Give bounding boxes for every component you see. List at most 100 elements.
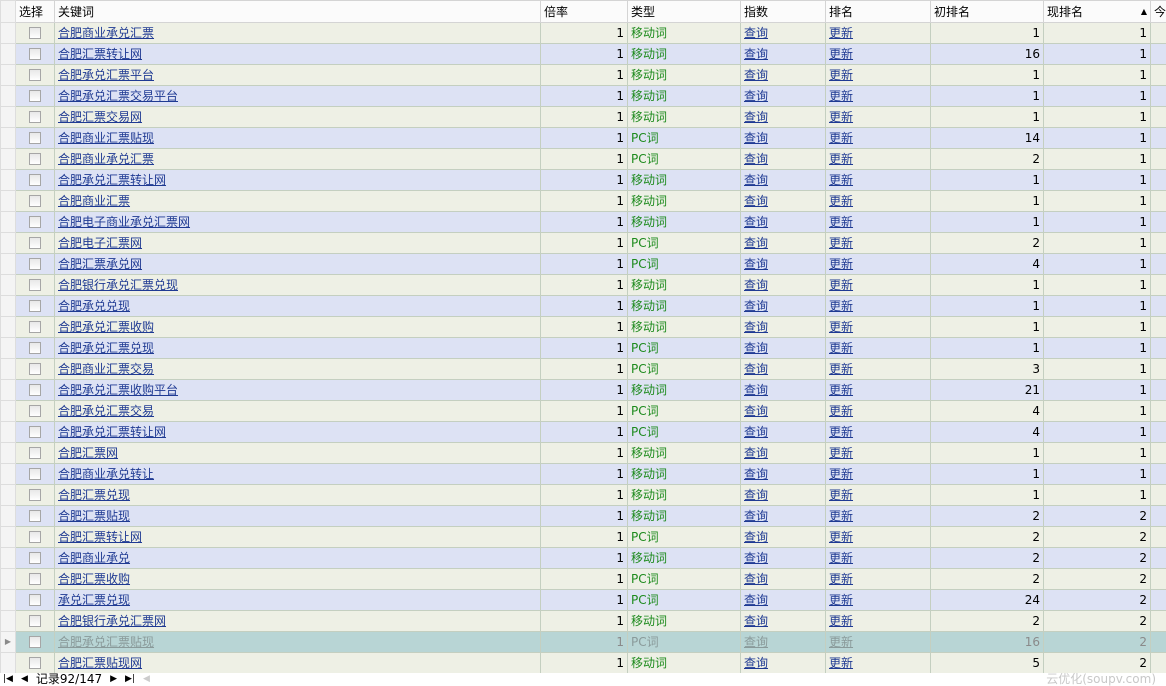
table-row[interactable]: 合肥银行承兑汇票网 1 移动词 查询 更新 2 2 [0, 610, 1166, 632]
query-link[interactable]: 查询 [744, 278, 769, 292]
update-link[interactable]: 更新 [829, 509, 854, 523]
query-link[interactable]: 查询 [744, 26, 769, 40]
keyword-link[interactable]: 合肥汇票贴现 [58, 509, 131, 523]
col-initial-rank[interactable]: 初排名 [930, 0, 1044, 23]
update-link[interactable]: 更新 [829, 131, 854, 145]
keyword-link[interactable]: 合肥汇票贴现网 [58, 656, 143, 670]
row-indicator[interactable] [0, 148, 16, 170]
row-checkbox[interactable] [29, 405, 41, 417]
query-link[interactable]: 查询 [744, 593, 769, 607]
row-checkbox[interactable] [29, 279, 41, 291]
query-link[interactable]: 查询 [744, 194, 769, 208]
row-checkbox[interactable] [29, 69, 41, 81]
keyword-link[interactable]: 合肥承兑兑现 [58, 299, 131, 313]
query-link[interactable]: 查询 [744, 131, 769, 145]
update-link[interactable]: 更新 [829, 362, 854, 376]
row-checkbox[interactable] [29, 489, 41, 501]
query-link[interactable]: 查询 [744, 488, 769, 502]
row-indicator[interactable] [0, 43, 16, 65]
keyword-link[interactable]: 合肥汇票转让网 [58, 47, 143, 61]
row-checkbox[interactable] [29, 384, 41, 396]
row-indicator[interactable] [0, 274, 16, 296]
keyword-link[interactable]: 合肥汇票网 [58, 446, 119, 460]
scroll-left-icon[interactable]: ◀ [143, 674, 150, 684]
update-link[interactable]: 更新 [829, 488, 854, 502]
update-link[interactable]: 更新 [829, 551, 854, 565]
update-link[interactable]: 更新 [829, 635, 854, 649]
table-row[interactable]: 合肥商业汇票交易 1 PC词 查询 更新 3 1 [0, 358, 1166, 380]
keyword-link[interactable]: 合肥汇票交易网 [58, 110, 143, 124]
table-row[interactable]: 合肥汇票转让网 1 PC词 查询 更新 2 2 [0, 526, 1166, 548]
query-link[interactable]: 查询 [744, 89, 769, 103]
update-link[interactable]: 更新 [829, 572, 854, 586]
keyword-link[interactable]: 合肥承兑汇票收购平台 [58, 383, 179, 397]
row-indicator[interactable] [0, 589, 16, 611]
col-current-rank[interactable]: 现排名 ▲ [1043, 0, 1151, 23]
query-link[interactable]: 查询 [744, 467, 769, 481]
update-link[interactable]: 更新 [829, 299, 854, 313]
update-link[interactable]: 更新 [829, 173, 854, 187]
col-type[interactable]: 类型 [627, 0, 741, 23]
update-link[interactable]: 更新 [829, 341, 854, 355]
query-link[interactable]: 查询 [744, 152, 769, 166]
update-link[interactable]: 更新 [829, 593, 854, 607]
row-checkbox[interactable] [29, 321, 41, 333]
table-row[interactable]: 合肥电子汇票网 1 PC词 查询 更新 2 1 [0, 232, 1166, 254]
row-indicator[interactable] [0, 442, 16, 464]
row-checkbox[interactable] [29, 531, 41, 543]
query-link[interactable]: 查询 [744, 383, 769, 397]
update-link[interactable]: 更新 [829, 215, 854, 229]
table-row[interactable]: 合肥承兑兑现 1 移动词 查询 更新 1 1 [0, 295, 1166, 317]
query-link[interactable]: 查询 [744, 215, 769, 229]
table-row[interactable]: 合肥商业承兑转让 1 移动词 查询 更新 1 1 [0, 463, 1166, 485]
row-checkbox[interactable] [29, 153, 41, 165]
table-row[interactable]: 合肥电子商业承兑汇票网 1 移动词 查询 更新 1 1 [0, 211, 1166, 233]
row-indicator[interactable] [0, 358, 16, 380]
keyword-link[interactable]: 承兑汇票兑现 [58, 593, 131, 607]
row-checkbox[interactable] [29, 174, 41, 186]
row-indicator[interactable] [0, 22, 16, 44]
row-indicator[interactable] [0, 85, 16, 107]
row-checkbox[interactable] [29, 300, 41, 312]
query-link[interactable]: 查询 [744, 236, 769, 250]
table-row[interactable]: 合肥承兑汇票兑现 1 PC词 查询 更新 1 1 [0, 337, 1166, 359]
query-link[interactable]: 查询 [744, 362, 769, 376]
first-record-icon[interactable]: |◀ [3, 674, 13, 684]
update-link[interactable]: 更新 [829, 278, 854, 292]
query-link[interactable]: 查询 [744, 257, 769, 271]
col-rate[interactable]: 倍率 [540, 0, 628, 23]
row-indicator[interactable] [0, 127, 16, 149]
row-indicator[interactable] [0, 316, 16, 338]
table-row[interactable]: 承兑汇票兑现 1 PC词 查询 更新 24 2 [0, 589, 1166, 611]
row-checkbox[interactable] [29, 195, 41, 207]
row-indicator[interactable] [0, 169, 16, 191]
table-row[interactable]: 合肥商业汇票 1 移动词 查询 更新 1 1 [0, 190, 1166, 212]
keyword-link[interactable]: 合肥商业承兑汇票 [58, 26, 155, 40]
col-keyword[interactable]: 关键词 [54, 0, 541, 23]
row-checkbox[interactable] [29, 237, 41, 249]
row-checkbox[interactable] [29, 48, 41, 60]
keyword-link[interactable]: 合肥承兑汇票转让网 [58, 425, 167, 439]
keyword-link[interactable]: 合肥电子商业承兑汇票网 [58, 215, 191, 229]
query-link[interactable]: 查询 [744, 299, 769, 313]
keyword-link[interactable]: 合肥汇票收购 [58, 572, 131, 586]
query-link[interactable]: 查询 [744, 320, 769, 334]
query-link[interactable]: 查询 [744, 425, 769, 439]
query-link[interactable]: 查询 [744, 656, 769, 670]
table-row[interactable]: 合肥商业承兑汇票 1 PC词 查询 更新 2 1 [0, 148, 1166, 170]
query-link[interactable]: 查询 [744, 68, 769, 82]
table-row[interactable]: ▶ 合肥承兑汇票贴现 1 PC词 查询 更新 16 2 [0, 631, 1166, 653]
keyword-link[interactable]: 合肥商业汇票交易 [58, 362, 155, 376]
last-record-icon[interactable]: ▶| [125, 674, 135, 684]
keyword-link[interactable]: 合肥承兑汇票交易 [58, 404, 155, 418]
table-row[interactable]: 合肥承兑汇票交易 1 PC词 查询 更新 4 1 [0, 400, 1166, 422]
update-link[interactable]: 更新 [829, 26, 854, 40]
row-checkbox[interactable] [29, 447, 41, 459]
keyword-link[interactable]: 合肥承兑汇票平台 [58, 68, 155, 82]
table-row[interactable]: 合肥承兑汇票转让网 1 PC词 查询 更新 4 1 [0, 421, 1166, 443]
row-indicator[interactable] [0, 337, 16, 359]
query-link[interactable]: 查询 [744, 404, 769, 418]
keyword-link[interactable]: 合肥商业承兑 [58, 551, 131, 565]
keyword-link[interactable]: 合肥商业承兑汇票 [58, 152, 155, 166]
row-checkbox[interactable] [29, 363, 41, 375]
